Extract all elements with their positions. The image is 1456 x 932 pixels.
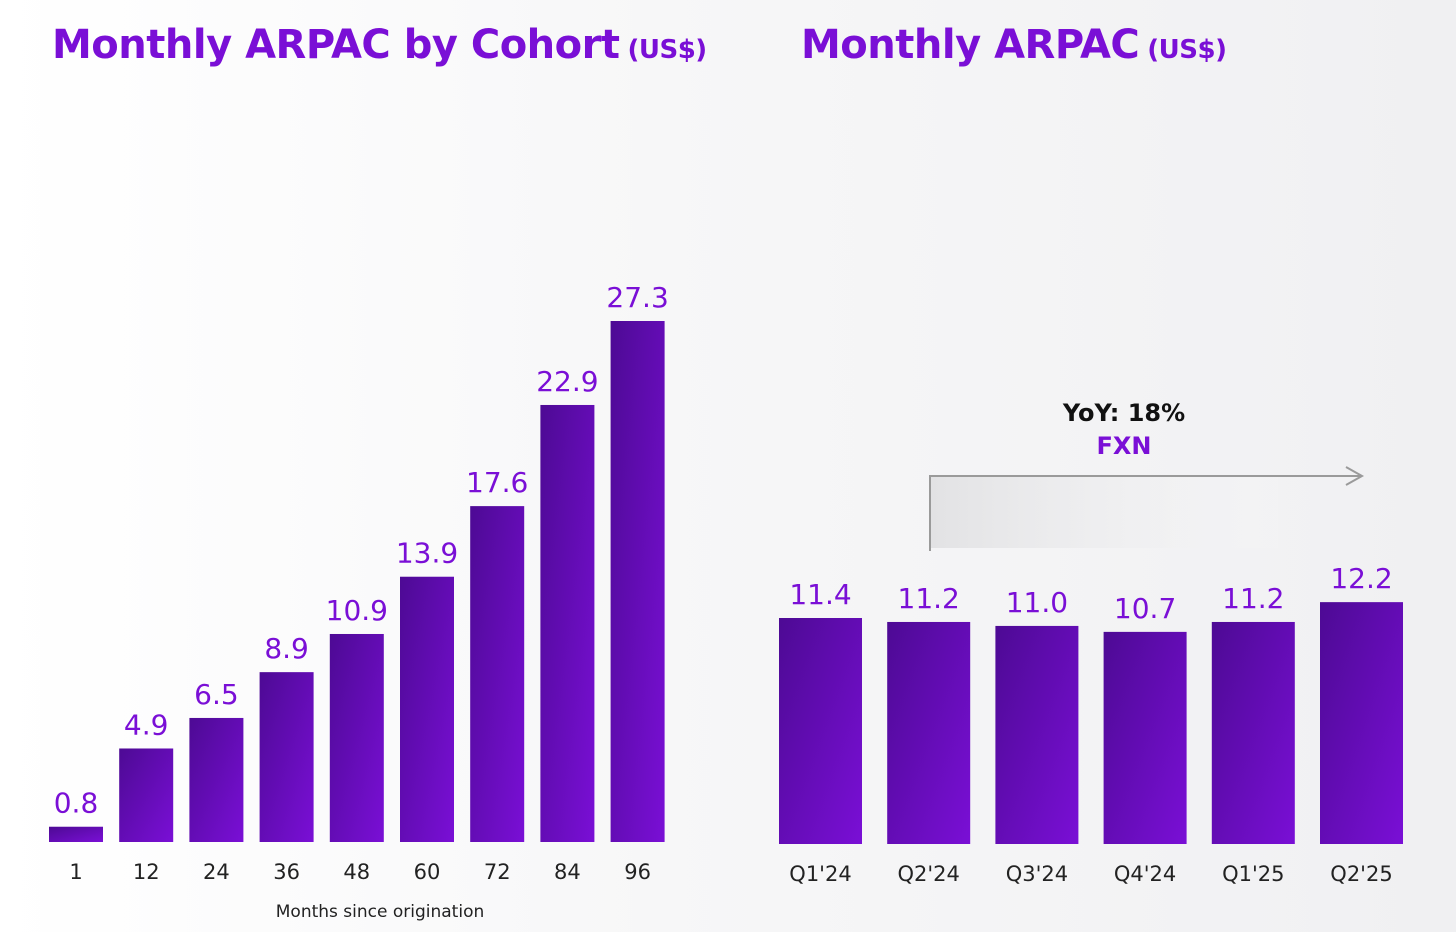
value-label: 4.9 — [124, 708, 169, 741]
x-tick-label: 72 — [484, 860, 511, 884]
bar-Q3-24 — [995, 625, 1079, 844]
yoy-annotation: YoY: 18% FXN — [929, 399, 1365, 551]
right-chart: 11.4 Q1'24 11.2 Q2'24 11.0 Q3'24 10.7 Q4'24 11.2… — [779, 562, 1403, 886]
x-tick-label: 12 — [133, 860, 160, 884]
bar-84 — [540, 404, 595, 842]
value-label: 11.2 — [898, 582, 960, 615]
x-tick-label: Q2'25 — [1330, 862, 1392, 886]
left-chart-unit: (US$) — [627, 35, 707, 65]
fxn-label: FXN — [1097, 432, 1152, 460]
value-label: 11.2 — [1222, 582, 1284, 615]
left-chart-title-text: Monthly ARPAC by Cohort — [52, 22, 620, 68]
right-chart-unit: (US$) — [1147, 35, 1227, 65]
bar-1 — [49, 826, 103, 842]
x-tick-label: Q1'25 — [1222, 862, 1284, 886]
value-label: 11.4 — [789, 578, 851, 611]
bar-36 — [259, 672, 314, 842]
left-chart-title: Monthly ARPAC by Cohort (US$) — [52, 22, 707, 68]
x-tick-label: 24 — [203, 860, 230, 884]
value-label: 17.6 — [466, 466, 528, 499]
bar-72 — [470, 506, 525, 842]
bar-Q1-24 — [779, 618, 862, 844]
value-label: 12.2 — [1330, 562, 1392, 595]
x-tick-label: Q2'24 — [898, 862, 960, 886]
yoy-arrow-line — [929, 475, 1360, 551]
yoy-arrow-head — [1345, 466, 1365, 486]
bar-48 — [329, 633, 384, 842]
x-tick-label: 60 — [414, 860, 441, 884]
bar-Q2-25 — [1320, 602, 1403, 844]
x-tick-label: 84 — [554, 860, 581, 884]
value-label: 10.9 — [326, 594, 388, 627]
yoy-arrow-band — [930, 476, 1278, 548]
x-tick-label: 96 — [624, 860, 651, 884]
value-label: 22.9 — [536, 365, 598, 398]
bar-Q2-24 — [887, 621, 971, 844]
value-label: 0.8 — [54, 787, 99, 820]
bar-24 — [189, 717, 244, 842]
x-tick-label: Q4'24 — [1114, 862, 1176, 886]
value-label: 13.9 — [396, 537, 458, 570]
bar-Q4-24 — [1103, 631, 1187, 844]
bar-12 — [119, 748, 174, 842]
x-tick-label: Q1'24 — [789, 862, 851, 886]
bar-96 — [610, 321, 665, 842]
value-label: 8.9 — [264, 632, 309, 665]
value-label: 6.5 — [194, 678, 239, 711]
left-chart: 0.8 1 4.9 12 6.5 24 8.9 36 10.9 48 13.9 60 17.6 72 22.… — [49, 281, 669, 884]
x-tick-label: 1 — [69, 860, 82, 884]
bar-60 — [400, 576, 454, 842]
x-tick-label: Q3'24 — [1006, 862, 1068, 886]
yoy-label: YoY: 18% — [1062, 399, 1185, 427]
value-label: 11.0 — [1006, 586, 1068, 619]
value-label: 27.3 — [606, 281, 668, 314]
bar-Q1-25 — [1211, 621, 1295, 844]
x-tick-label: 48 — [343, 860, 370, 884]
right-chart-title: Monthly ARPAC (US$) — [801, 22, 1227, 68]
left-x-axis-label: Months since origination — [276, 902, 485, 922]
value-label: 10.7 — [1114, 592, 1176, 625]
right-chart-title-text: Monthly ARPAC — [801, 22, 1140, 68]
x-tick-label: 36 — [273, 860, 300, 884]
